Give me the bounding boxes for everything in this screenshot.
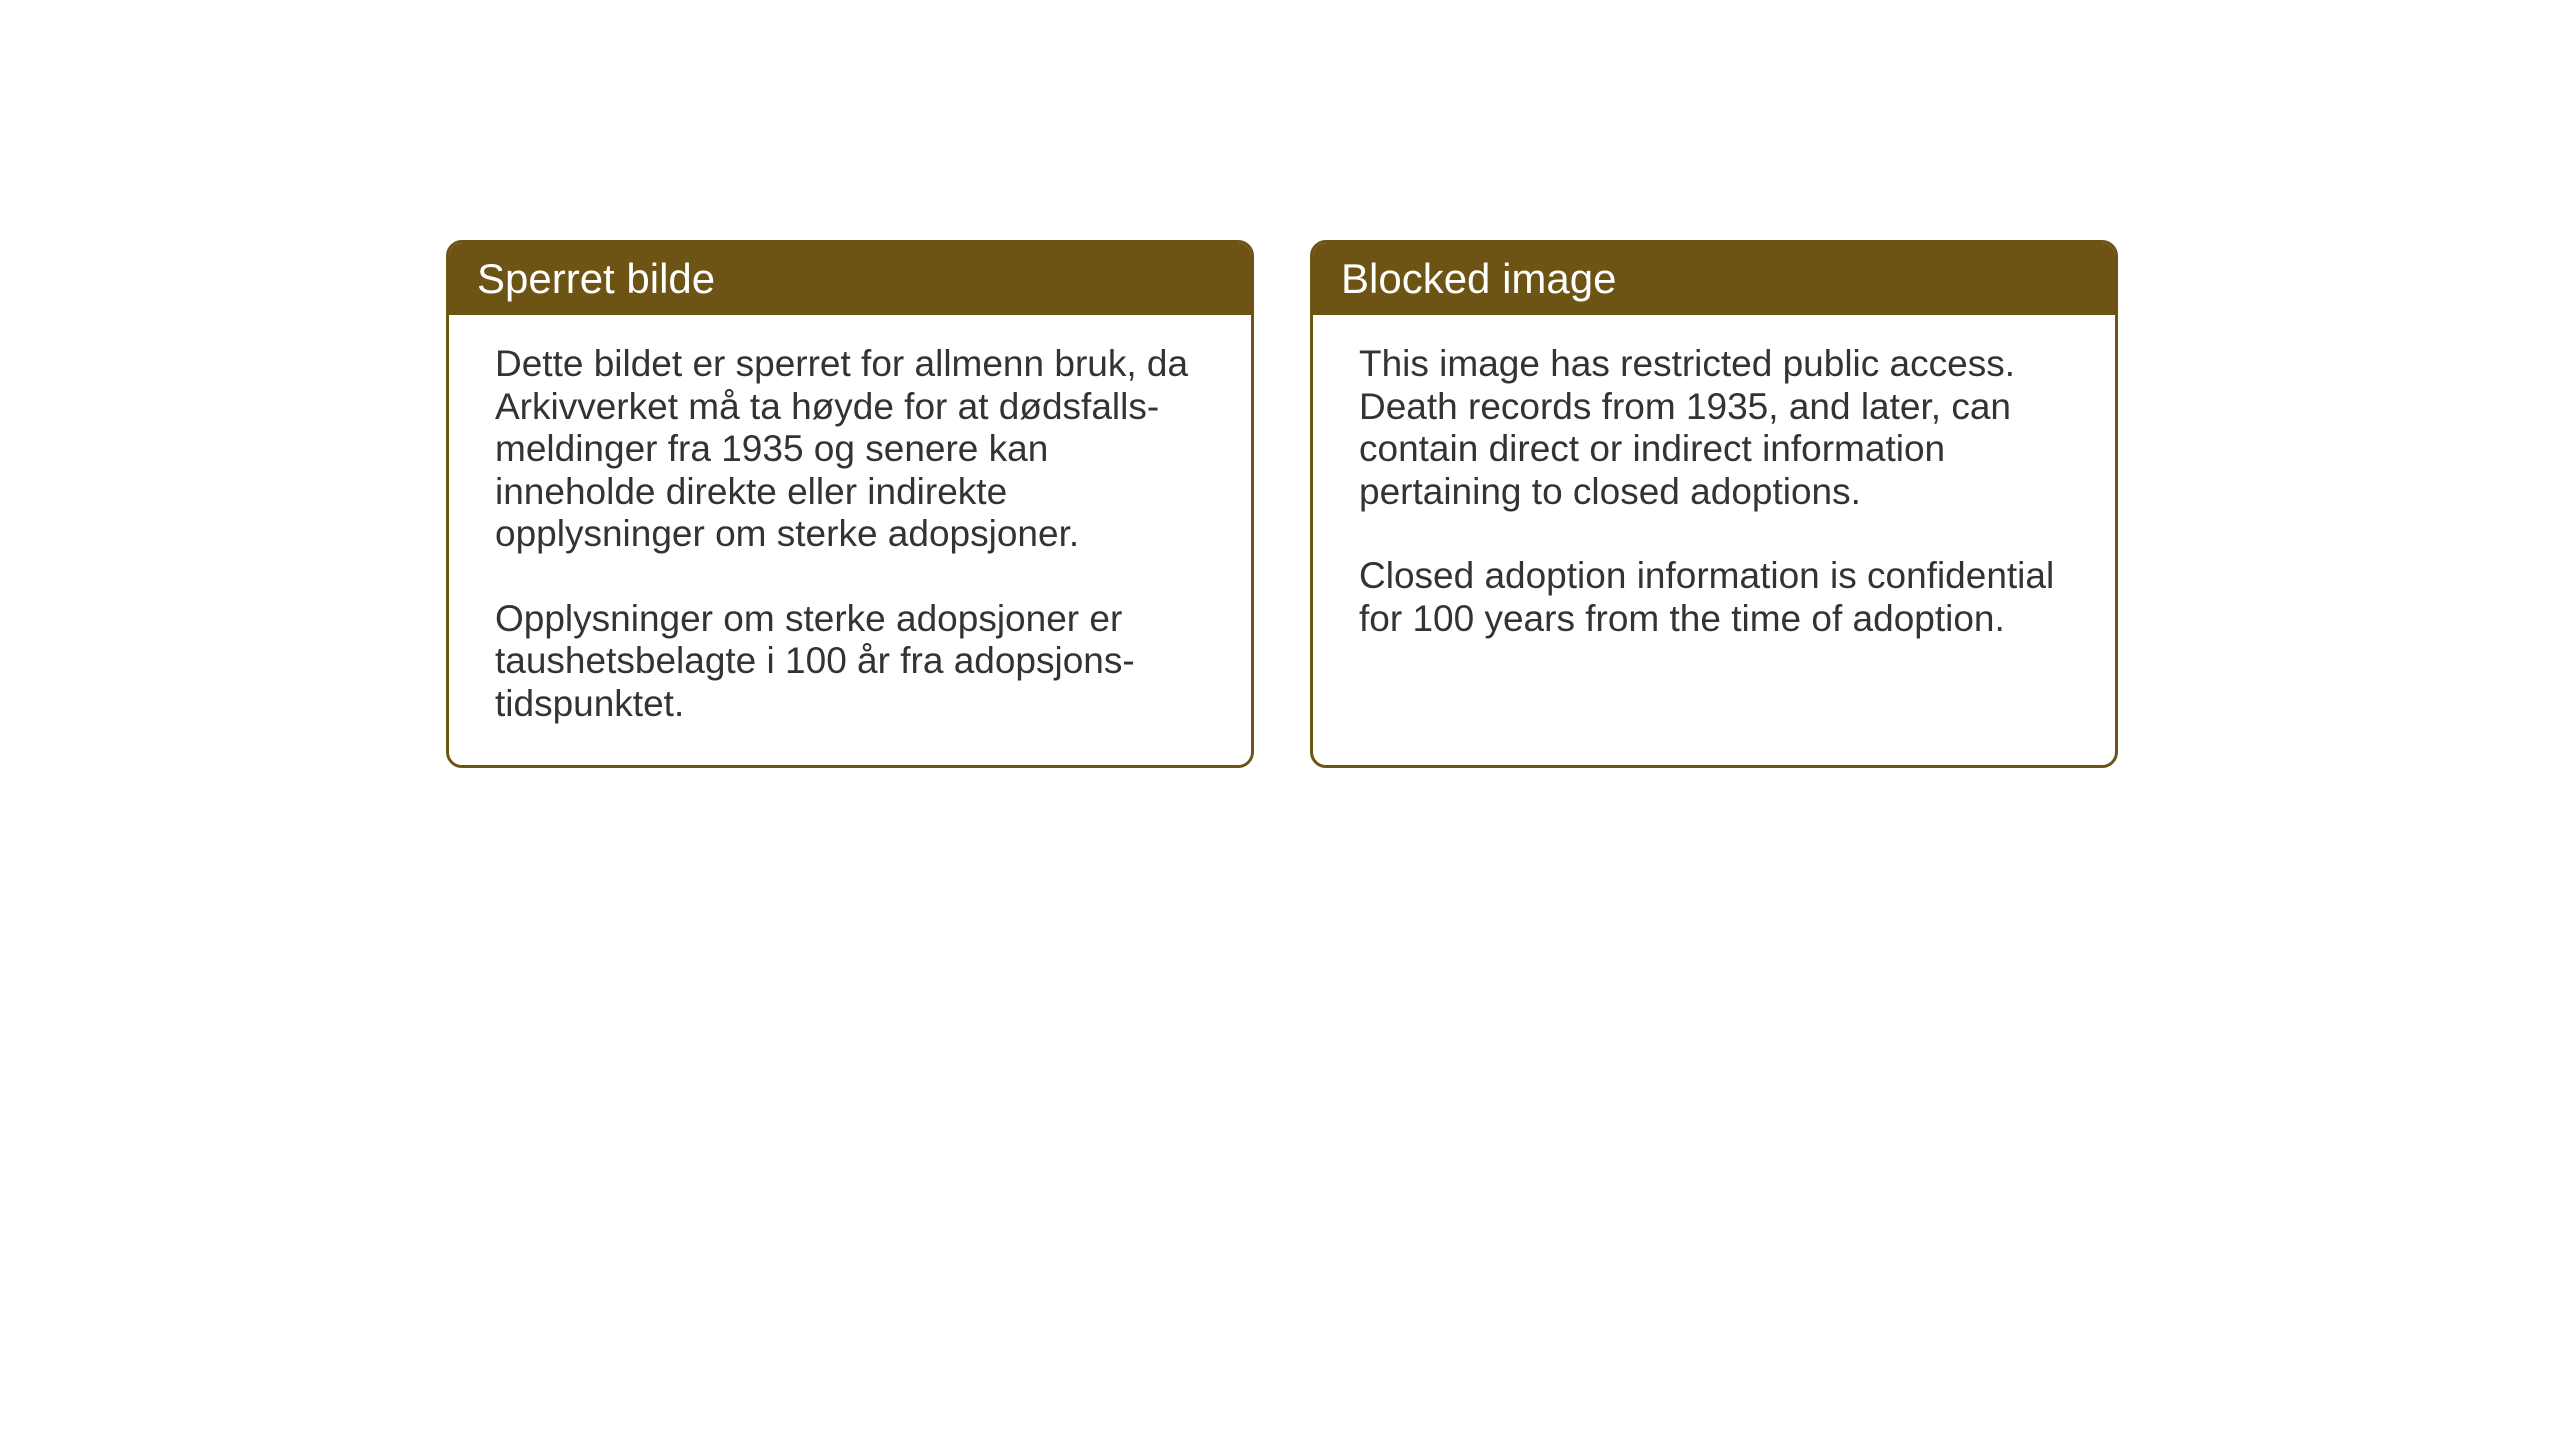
card-title-english: Blocked image — [1341, 255, 1616, 302]
notice-card-english: Blocked image This image has restricted … — [1310, 240, 2118, 768]
card-title-norwegian: Sperret bilde — [477, 255, 715, 302]
card-body-norwegian: Dette bildet er sperret for allmenn bruk… — [449, 315, 1251, 765]
card-paragraph-norwegian-2: Opplysninger om sterke adopsjoner er tau… — [495, 598, 1205, 726]
notice-container: Sperret bilde Dette bildet er sperret fo… — [446, 240, 2118, 768]
card-body-english: This image has restricted public access.… — [1313, 315, 2115, 735]
card-header-norwegian: Sperret bilde — [449, 243, 1251, 315]
notice-card-norwegian: Sperret bilde Dette bildet er sperret fo… — [446, 240, 1254, 768]
card-paragraph-norwegian-1: Dette bildet er sperret for allmenn bruk… — [495, 343, 1205, 556]
card-paragraph-english-1: This image has restricted public access.… — [1359, 343, 2069, 513]
card-paragraph-english-2: Closed adoption information is confident… — [1359, 555, 2069, 640]
card-header-english: Blocked image — [1313, 243, 2115, 315]
